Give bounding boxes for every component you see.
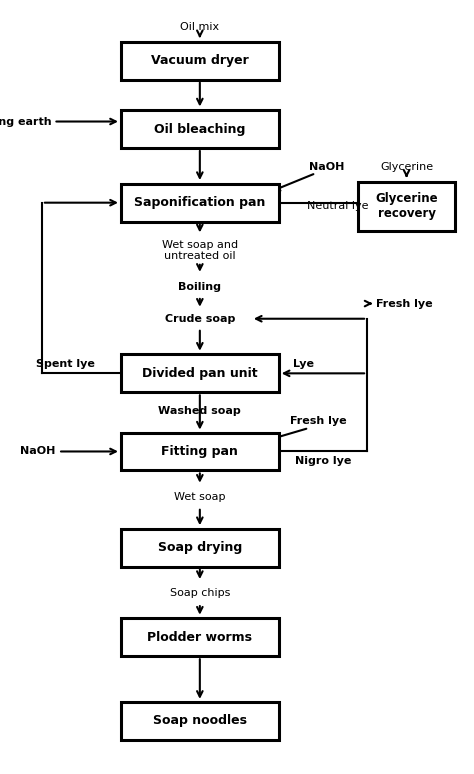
- Text: Boiling: Boiling: [178, 282, 221, 292]
- Text: Saponification pan: Saponification pan: [134, 196, 265, 209]
- Text: Wet soap: Wet soap: [174, 492, 226, 502]
- Text: Neutral lye: Neutral lye: [307, 201, 368, 211]
- Text: Fresh lye: Fresh lye: [291, 416, 347, 426]
- FancyBboxPatch shape: [121, 110, 279, 148]
- FancyBboxPatch shape: [121, 433, 279, 471]
- Text: Washed soap: Washed soap: [158, 406, 241, 416]
- Text: Plodder worms: Plodder worms: [147, 631, 252, 644]
- Text: Soap chips: Soap chips: [170, 588, 230, 598]
- Text: Lye: Lye: [293, 359, 314, 369]
- Text: Wet soap and
untreated oil: Wet soap and untreated oil: [162, 240, 238, 262]
- Text: Oil mix: Oil mix: [180, 22, 219, 32]
- Text: Oil bleaching: Oil bleaching: [154, 122, 246, 135]
- FancyBboxPatch shape: [121, 529, 279, 567]
- Text: Glycerine
recovery: Glycerine recovery: [375, 193, 438, 221]
- Text: Divided pan unit: Divided pan unit: [142, 367, 258, 380]
- Text: Glycerine: Glycerine: [380, 162, 433, 172]
- Text: Vacuum dryer: Vacuum dryer: [151, 54, 249, 67]
- Text: Fresh lye: Fresh lye: [376, 299, 433, 309]
- Text: Spent lye: Spent lye: [36, 359, 95, 369]
- FancyBboxPatch shape: [121, 618, 279, 656]
- Text: Soap noodles: Soap noodles: [153, 714, 247, 728]
- Text: Soap drying: Soap drying: [158, 541, 242, 554]
- Text: Crude soap: Crude soap: [164, 313, 235, 324]
- FancyBboxPatch shape: [121, 183, 279, 221]
- FancyBboxPatch shape: [121, 702, 279, 740]
- FancyBboxPatch shape: [121, 354, 279, 392]
- Text: Fitting pan: Fitting pan: [162, 445, 238, 458]
- FancyBboxPatch shape: [121, 42, 279, 80]
- FancyBboxPatch shape: [358, 182, 456, 231]
- Text: NaOH: NaOH: [20, 447, 56, 457]
- Text: Nigro lye: Nigro lye: [295, 457, 351, 466]
- Text: Bleaching earth: Bleaching earth: [0, 117, 51, 126]
- Text: NaOH: NaOH: [309, 162, 345, 172]
